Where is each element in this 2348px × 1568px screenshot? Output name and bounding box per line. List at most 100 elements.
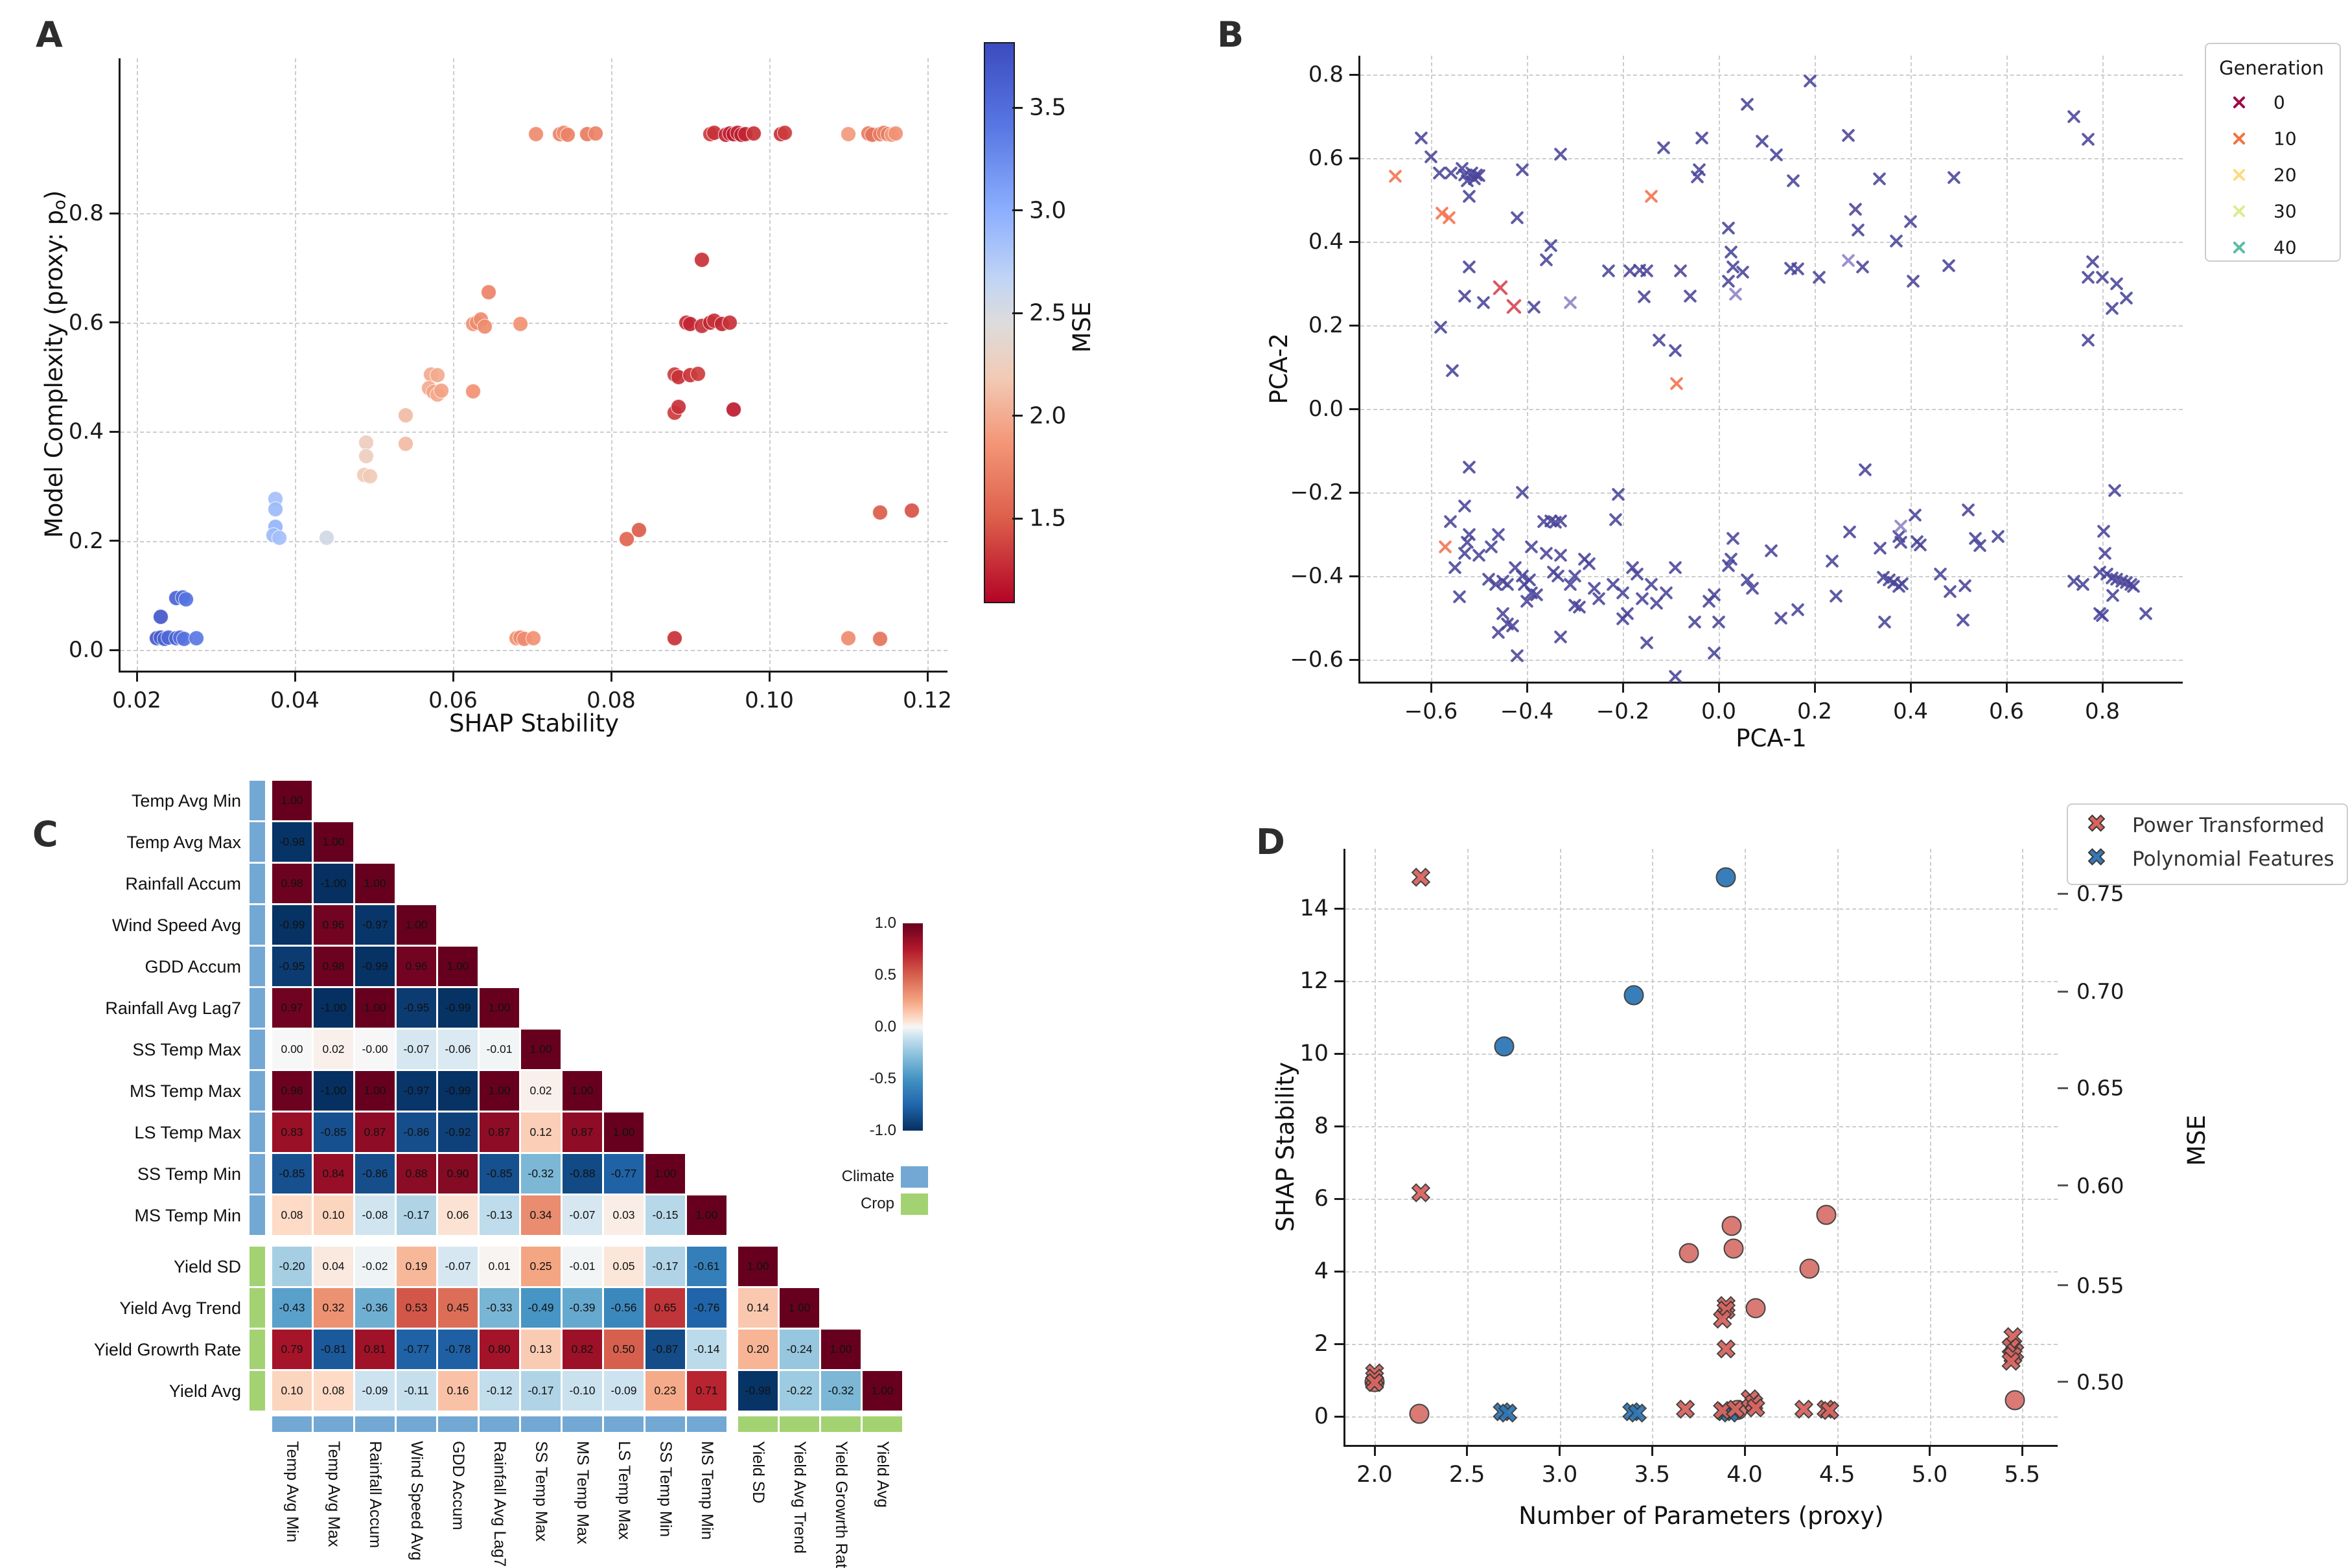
scatter-point-circle — [1623, 985, 1644, 1006]
x-tick-label: 3.5 — [1634, 1462, 1671, 1488]
col-group-strip — [397, 1416, 436, 1432]
scatter-point-circle — [1494, 1036, 1515, 1057]
y-gridline — [1345, 1271, 2058, 1273]
heatmap-row-label: Temp Avg Min — [131, 791, 241, 811]
heatmap-cell: -0.15 — [645, 1195, 685, 1235]
scatter-point-x — [1461, 188, 1478, 205]
x-tick-label: 2.0 — [1356, 1462, 1393, 1488]
scatter-point-x — [1509, 209, 1526, 226]
y-tick-mark — [1349, 324, 1358, 327]
x-gridline — [1652, 849, 1654, 1445]
x-tick-label: 0.2 — [1796, 698, 1833, 724]
row-group-strip — [250, 988, 265, 1028]
heatmap-cell: 1.00 — [821, 1330, 861, 1369]
y-axis-label: PCA-2 — [1265, 333, 1293, 404]
legend-item-label: 30 — [2273, 200, 2297, 222]
scatter-point — [318, 530, 334, 546]
scatter-point-x — [1651, 332, 1668, 349]
heatmap-cell: 1.00 — [480, 988, 519, 1028]
scatter-point — [526, 630, 542, 647]
scatter-point-x — [1957, 577, 1973, 594]
y-tick-label: −0.2 — [1290, 479, 1343, 505]
x-gridline — [1719, 56, 1720, 682]
y-gridline — [1360, 242, 2183, 243]
heatmap-cell: -0.39 — [563, 1288, 602, 1328]
scatter-point-x — [1490, 526, 1507, 543]
y-tick-label: −0.6 — [1290, 647, 1343, 673]
row-group-strip — [250, 1113, 265, 1152]
scatter-point-x — [1912, 536, 1929, 553]
heatmap-cell: 0.96 — [314, 905, 353, 945]
scatter-point-x — [1444, 362, 1461, 379]
heatmap-cell: -0.56 — [604, 1288, 644, 1328]
scatter-point — [872, 504, 888, 520]
legend-item-label: 10 — [2273, 128, 2297, 150]
y-gridline — [1360, 409, 2183, 410]
x-gridline — [2006, 56, 2008, 682]
heatmap-cell: 0.34 — [521, 1195, 561, 1235]
x-tick-mark — [1466, 1447, 1469, 1456]
y-tick-label: 0.2 — [68, 527, 104, 554]
heatmap-cell: 0.03 — [604, 1195, 644, 1235]
y-tick-mark — [1334, 980, 1343, 982]
heatmap-cell: -0.98 — [738, 1371, 778, 1411]
scatter-point-x — [1876, 614, 1893, 630]
x-tick-mark — [610, 673, 612, 682]
y-gridline — [1345, 1344, 2058, 1345]
x-tick-mark — [1836, 1447, 1839, 1456]
x-tick-mark — [1430, 684, 1432, 693]
scatter-point — [178, 591, 194, 607]
scatter-point — [528, 126, 544, 142]
heatmap-colorbar-tick-label: 0.0 — [874, 1018, 896, 1035]
heatmap-cell: -0.00 — [355, 1030, 395, 1069]
heatmap-colorbar-tick-label: -1.0 — [869, 1122, 896, 1139]
heatmap-cell: -0.07 — [438, 1247, 478, 1286]
heatmap-cell: -0.99 — [355, 947, 395, 986]
y-tick-mark — [1334, 1415, 1343, 1418]
scatter-point-x: ✖ — [1744, 1394, 1767, 1424]
heatmap-cell: -0.81 — [314, 1330, 353, 1369]
scatter-point-x — [1667, 559, 1684, 576]
scatter-point-x: ✖ — [1363, 1358, 1386, 1389]
heatmap-cell: -0.99 — [438, 1071, 478, 1111]
right-tick-label: 0.65 — [2076, 1075, 2124, 1101]
scatter-point-x — [1638, 262, 1655, 279]
scatter-point-x — [1447, 559, 1463, 576]
scatter-point-x — [1811, 269, 1828, 286]
legend-marker-x-icon — [2231, 240, 2247, 255]
scatter-point-x — [1907, 507, 1924, 524]
row-group-strip — [250, 1330, 265, 1369]
y-gridline — [121, 432, 947, 433]
scatter-point-x — [1871, 170, 1888, 187]
scatter-point-x: ✖ — [2001, 1342, 2024, 1372]
scatter-point-circle — [1727, 1400, 1748, 1420]
scatter-point-x — [1552, 513, 1569, 529]
y-tick-mark — [1349, 240, 1358, 243]
scatter-point-x — [1763, 542, 1780, 559]
colorbar-tick-label: 3.0 — [1029, 197, 1067, 224]
scatter-point — [872, 631, 888, 647]
scatter-point-x — [1789, 601, 1806, 618]
heatmap-cell: 0.12 — [521, 1113, 561, 1152]
heatmap-cell: -0.10 — [563, 1371, 602, 1411]
heatmap-cell: -0.09 — [355, 1371, 395, 1411]
scatter-point-x — [1528, 586, 1545, 603]
x-gridline — [137, 58, 138, 671]
heatmap-cell: -0.43 — [272, 1288, 312, 1328]
heatmap-cell: 0.88 — [397, 1154, 436, 1193]
right-tick-label: 0.55 — [2076, 1273, 2124, 1298]
scatter-point-x — [1725, 530, 1741, 547]
scatter-point-x: ✖ — [1713, 1398, 1736, 1428]
y-tick-mark — [1334, 1125, 1343, 1127]
scatter-point-x — [1828, 588, 1844, 605]
heatmap-col-label: Yield Avg Trend — [791, 1441, 809, 1554]
scatter-point-x — [1706, 586, 1723, 603]
heatmap-row-label: MS Temp Min — [134, 1206, 241, 1225]
y-tick-mark — [110, 540, 119, 542]
scatter-point-x — [2106, 482, 2123, 499]
y-gridline — [1345, 1199, 2058, 1200]
scatter-point-x — [1552, 146, 1569, 163]
scatter-point-circle — [1679, 1243, 1699, 1263]
legend-marker-x-icon: ✖ — [2086, 811, 2107, 838]
scatter-point-x — [1636, 288, 1653, 305]
